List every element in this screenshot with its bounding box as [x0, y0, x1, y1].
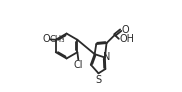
- Text: OH: OH: [120, 34, 135, 44]
- Text: N: N: [103, 52, 111, 62]
- Text: O: O: [42, 34, 50, 45]
- Text: Cl: Cl: [74, 60, 83, 70]
- Text: CH₃: CH₃: [50, 35, 65, 44]
- Text: O: O: [122, 25, 129, 35]
- Text: S: S: [95, 75, 102, 85]
